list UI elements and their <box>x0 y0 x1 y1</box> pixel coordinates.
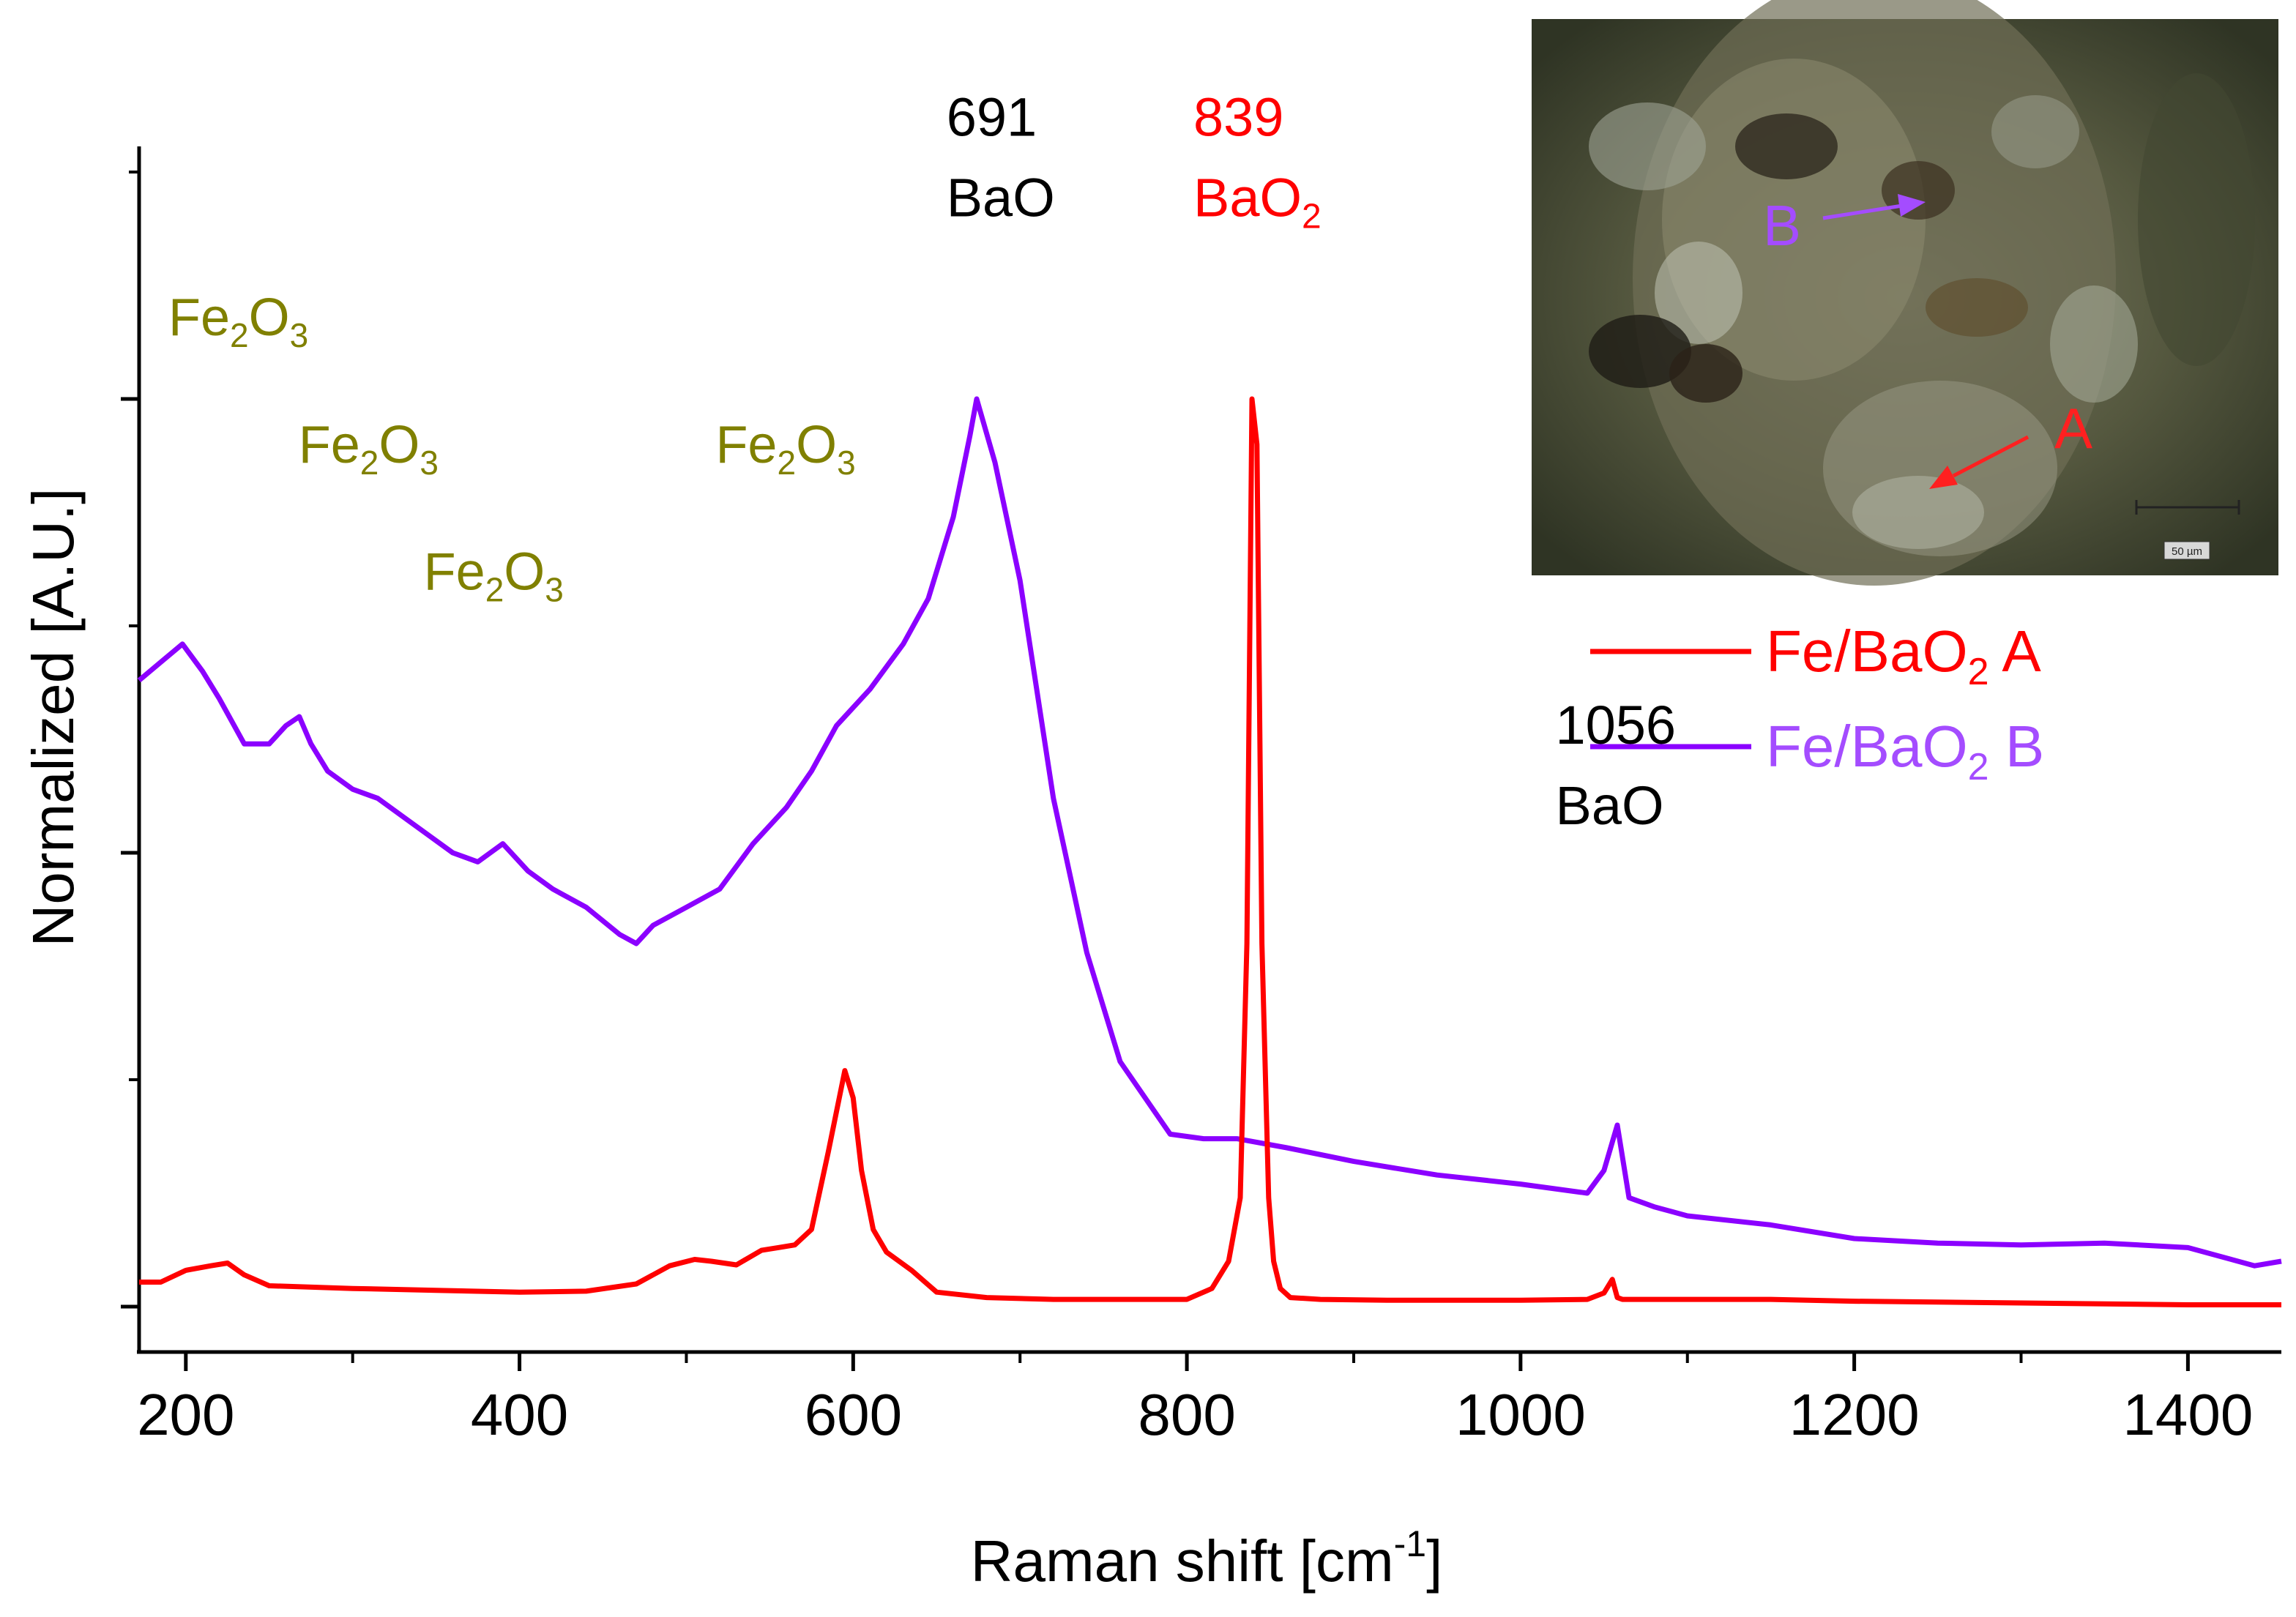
x-tick-label: 400 <box>471 1382 568 1447</box>
x-tick-label: 800 <box>1138 1382 1235 1447</box>
x-tick-label: 600 <box>805 1382 902 1447</box>
series-lines <box>137 396 2282 1307</box>
fe2o3-label: Fe2O3 <box>424 542 564 608</box>
y-axis-title: Normalized [A.U.] <box>20 488 86 947</box>
series-line-a <box>139 396 2281 1307</box>
arrow-a-head <box>1929 466 1958 489</box>
legend-label-a: Fe/BaO2 A <box>1766 619 2041 693</box>
peak-value-label: 691 <box>947 86 1037 147</box>
x-tick-label: 1400 <box>2122 1382 2253 1447</box>
x-axis-title-sup: -1 <box>1394 1523 1426 1564</box>
scale-bar-box <box>2163 541 2210 560</box>
x-axis-title: Raman shift [cm-1] <box>971 1523 1443 1594</box>
scale-bar-label: 50 µm <box>2172 545 2202 558</box>
inset-label-a: A <box>2054 396 2092 460</box>
x-ticks: 200 400 600 800 1000 1200 1400 <box>137 1352 2253 1447</box>
x-tick-label: 1000 <box>1456 1382 1586 1447</box>
fe2o3-label: Fe2O3 <box>168 288 308 354</box>
x-axis-title-main: Raman shift [cm <box>971 1528 1394 1594</box>
legend: Fe/BaO2 A Fe/BaO2 B <box>1590 619 2044 788</box>
peak-value-label: 839 <box>1193 86 1283 147</box>
arrow-b <box>1822 203 1903 220</box>
peak-compound-label: BaO <box>1555 775 1663 836</box>
x-tick-label: 200 <box>137 1382 234 1447</box>
x-tick-label: 1200 <box>1789 1382 1920 1447</box>
peak-compound-label: BaO <box>947 167 1055 228</box>
legend-label-b: Fe/BaO2 B <box>1766 714 2044 788</box>
axes <box>137 146 2281 1354</box>
fe2o3-label: Fe2O3 <box>715 416 855 482</box>
peak-compound-label: BaO2 <box>1193 167 1322 236</box>
arrow-a <box>1952 435 2029 478</box>
fe2o3-label: Fe2O3 <box>299 416 439 482</box>
arrow-b-head <box>1898 194 1926 217</box>
series-line-b <box>137 396 2282 1269</box>
inset-label-b: B <box>1763 193 1801 258</box>
x-axis-title-end: ] <box>1426 1528 1442 1594</box>
micrograph-inset: 50 µm B A <box>1532 0 2278 586</box>
y-ticks <box>121 171 139 1309</box>
